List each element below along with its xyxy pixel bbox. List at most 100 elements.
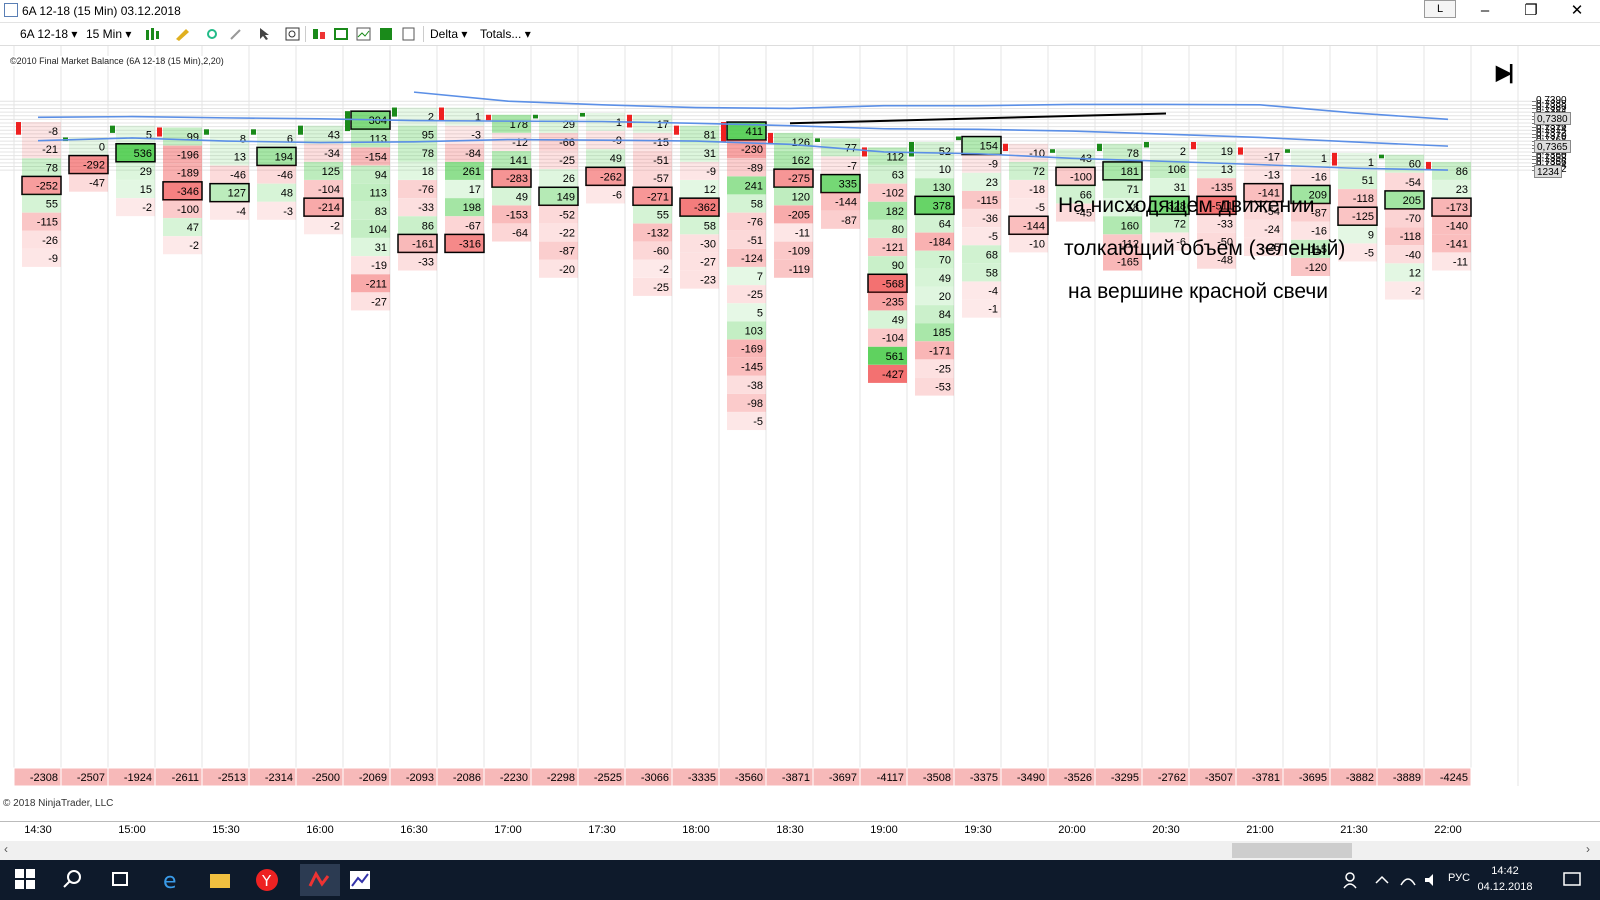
minimize-icon[interactable]: – (1480, 2, 1490, 19)
footprint-cell-value: 49 (939, 273, 951, 285)
scroll-left-icon[interactable]: ‹ (4, 842, 8, 856)
instrument-selector[interactable]: 6A 12-18 ▾ (20, 27, 78, 41)
properties-icon[interactable] (402, 27, 417, 41)
pointer-icon[interactable] (258, 27, 273, 41)
footprint-chart-area[interactable]: -8 -21 78 -252 55 -115 -26 -9 -2308 0 -292 -47 -2507… (0, 46, 1532, 821)
tray-chevron-icon[interactable] (1372, 870, 1396, 894)
snap-icon[interactable] (228, 27, 243, 41)
crosshair-icon[interactable] (204, 27, 219, 41)
volume-icon[interactable] (1422, 870, 1446, 894)
horizontal-scrollbar[interactable]: ‹ › (0, 841, 1600, 860)
candle-bar (909, 141, 914, 157)
candle-bar (956, 136, 961, 141)
footprint-cell (632, 186, 673, 207)
chart-trader-icon[interactable] (356, 27, 371, 41)
keyboard-language[interactable]: РУС (1448, 872, 1471, 884)
footprint-cell-value: -4 (236, 206, 246, 218)
footprint-cell (727, 248, 766, 267)
footprint-cell (22, 230, 61, 249)
close-icon[interactable]: ✕ (1570, 2, 1584, 19)
time-axis[interactable]: 14:30 15:00 15:30 16:00 16:30 17:00 17:30 18:00… (0, 821, 1600, 842)
footprint-cell (915, 214, 954, 233)
footprint-cell (1338, 170, 1377, 189)
total-cell-value: -3781 (1252, 772, 1280, 784)
system-clock[interactable]: 14:42 04.12.2018 (1477, 865, 1533, 893)
footprint-cell (1385, 154, 1424, 173)
price-axis[interactable]: 0,73900,73880,73860,73840,73820,73800,73… (1532, 46, 1600, 821)
footprint-cell (539, 132, 578, 151)
money-icon[interactable] (379, 27, 394, 41)
footprint-cell-value: -87 (559, 246, 575, 258)
total-cell-value: -2513 (218, 772, 246, 784)
chart-app-icon[interactable] (348, 868, 372, 892)
footprint-cell (22, 158, 61, 177)
notifications-icon[interactable] (1562, 870, 1586, 894)
footprint-cell (257, 165, 296, 184)
yandex-browser-icon[interactable]: Y (255, 868, 279, 892)
footprint-cell (1385, 245, 1424, 264)
search-icon[interactable] (62, 868, 86, 892)
footprint-cell-value: 162 (792, 155, 810, 167)
delta-selector[interactable]: Delta ▾ (430, 27, 468, 41)
footprint-cell-value: 52 (939, 146, 951, 158)
candle-bar (627, 114, 632, 128)
footprint-cell-value: -25 (653, 282, 669, 294)
footprint-cell-value: -11 (795, 228, 810, 240)
footprint-cell (1385, 263, 1424, 282)
task-view-icon[interactable] (110, 868, 134, 892)
totals-selector[interactable]: Totals... ▾ (480, 27, 531, 41)
footprint-cell (820, 173, 861, 194)
restore-icon[interactable]: ❐ (1524, 2, 1538, 19)
footprint-cell (633, 169, 672, 188)
windows-start-icon[interactable] (14, 868, 38, 892)
footprint-cell (633, 241, 672, 260)
edge-icon[interactable]: e (160, 868, 184, 894)
footprint-cell-value: -346 (177, 186, 199, 198)
footprint-cell-value: -27 (371, 296, 387, 308)
footprint-cell-value: -165 (1117, 257, 1139, 269)
wifi-icon[interactable] (1398, 870, 1422, 894)
strategies-icon[interactable] (334, 27, 349, 41)
footprint-cell-value: 106 (1168, 164, 1186, 176)
footprint-cell (1009, 180, 1048, 199)
scroll-to-end-icon[interactable]: ▶| (1496, 62, 1514, 84)
price-tick (1532, 108, 1536, 110)
ninjatrader-taskbar-icon[interactable] (300, 864, 340, 896)
footprint-cell-value: -25 (1264, 242, 1280, 254)
footprint-cell (116, 198, 155, 217)
people-icon[interactable] (1342, 870, 1366, 894)
scroll-thumb[interactable] (1232, 843, 1352, 858)
footprint-cell-value: -283 (506, 173, 528, 185)
footprint-cell-value: -25 (747, 289, 763, 301)
bar-type-icon[interactable] (145, 27, 160, 41)
svg-text:Y: Y (261, 872, 272, 890)
toolbar-separator (305, 26, 306, 42)
footprint-cell-value: -214 (318, 202, 340, 214)
zoom-icon[interactable] (285, 27, 300, 41)
time-label: 14:30 (24, 824, 52, 836)
link-button[interactable]: L (1424, 0, 1456, 18)
footprint-cell (585, 166, 626, 187)
footprint-cell (1432, 252, 1471, 271)
footprint-cell (727, 194, 766, 213)
footprint-cell-value: -9 (706, 166, 716, 178)
footprint-cell-value: 2 (428, 112, 434, 124)
footprint-cell-value: 209 (1309, 189, 1327, 201)
chart-annotation: На нисходящем движении толкающий объем (… (1058, 184, 1345, 313)
footprint-cell (492, 151, 531, 170)
footprint-cell (868, 364, 907, 383)
footprint-cell (773, 168, 814, 188)
footprint-cell (539, 151, 578, 170)
footprint-cell-value: -262 (600, 171, 622, 183)
footprint-cell-value: 103 (745, 325, 763, 337)
footprint-cell-value: -87 (1311, 208, 1327, 220)
file-explorer-icon[interactable] (208, 868, 232, 892)
interval-selector[interactable]: 15 Min ▾ (86, 27, 132, 41)
footprint-cell (351, 219, 390, 238)
price-label: 0,7358 (1536, 153, 1567, 165)
drawing-tools-icon[interactable] (174, 27, 189, 41)
footprint-cell-value: -33 (418, 257, 434, 269)
scroll-right-icon[interactable]: › (1586, 842, 1590, 856)
indicators-icon[interactable] (312, 27, 327, 41)
footprint-cell (727, 140, 766, 159)
